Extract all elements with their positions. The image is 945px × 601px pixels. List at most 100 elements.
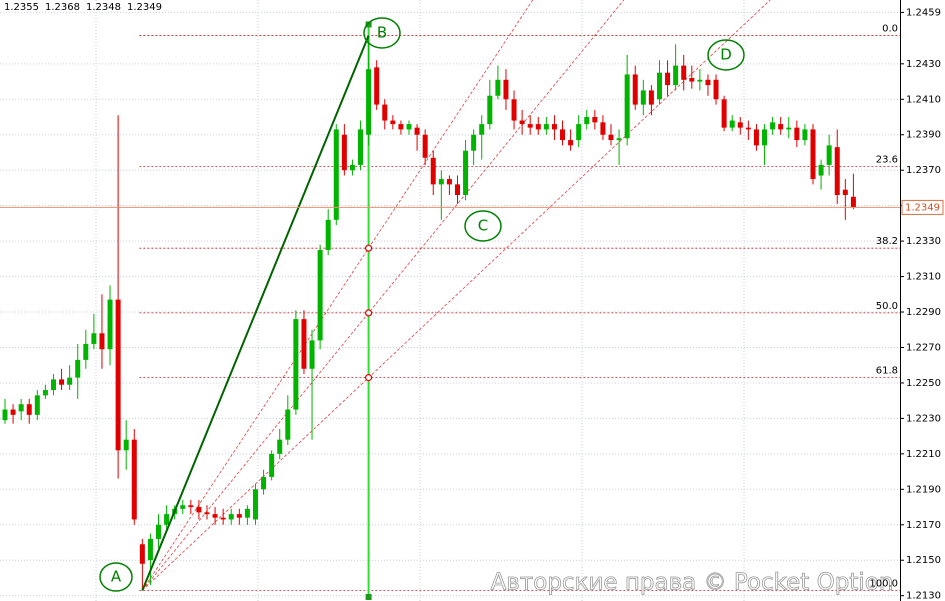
grid [0, 0, 900, 601]
candle-body [737, 122, 743, 128]
candle-body [301, 319, 307, 369]
candle-body [236, 514, 242, 518]
y-tick-label: 1.2130 [906, 591, 941, 601]
candle-body [850, 196, 856, 208]
fib-label: 61.8 [876, 366, 898, 377]
candle-body [406, 124, 412, 130]
b-handle [365, 21, 372, 28]
candle-body [228, 514, 234, 520]
candle-body [519, 120, 525, 125]
candle-body [196, 507, 202, 513]
candle-body [721, 99, 727, 128]
fib-label: 38.2 [876, 236, 898, 247]
candle-body [261, 476, 267, 490]
candle-body [390, 120, 396, 125]
candle-body [18, 404, 24, 412]
candle-body [382, 104, 388, 121]
y-tick-label: 1.2290 [906, 307, 941, 318]
fib-label: 23.6 [876, 155, 898, 166]
candle-body [689, 78, 695, 82]
candle-body [503, 79, 509, 100]
candle-body [471, 134, 477, 151]
fan-marker [365, 309, 373, 317]
candle-body [252, 489, 258, 520]
candle-body [584, 117, 590, 125]
plot [0, 0, 900, 600]
candle-body [551, 124, 557, 130]
candle-body [600, 122, 606, 135]
candle-body [624, 74, 630, 139]
label-circle [464, 210, 502, 242]
candle-body [753, 129, 759, 146]
fan-line [142, 0, 534, 591]
point-label: C [478, 217, 488, 235]
candle-body [535, 124, 541, 130]
point-label: A [111, 568, 122, 586]
candle-body [834, 147, 840, 196]
candle-body [446, 179, 452, 185]
candle-body [681, 65, 687, 80]
candle-body [115, 299, 121, 451]
candle-body [204, 512, 210, 515]
fib-label: 0.0 [882, 23, 898, 34]
candle-body [42, 390, 48, 396]
candle-body [770, 122, 776, 130]
point-labels: A B C D [99, 17, 745, 592]
y-tick-label: 1.2190 [906, 484, 941, 495]
candle-body [656, 72, 662, 100]
candle-body [543, 124, 549, 130]
candle-body [430, 157, 436, 185]
candle-body [67, 377, 73, 385]
fan-marker [365, 374, 373, 382]
y-tick-label: 1.2270 [906, 342, 941, 353]
candle-body [632, 74, 638, 105]
candle-body [131, 439, 137, 520]
candle-body [673, 65, 679, 86]
candle-body [818, 164, 824, 176]
y-tick-label: 1.2410 [906, 94, 941, 105]
current-price-box [901, 199, 944, 215]
candle-body [123, 439, 129, 451]
candle-body [59, 379, 65, 385]
label-circle [99, 562, 133, 592]
candle-body [802, 129, 808, 141]
candle-body [325, 219, 331, 250]
fib-label: 50.0 [876, 301, 898, 312]
y-tick-label: 1.2430 [906, 59, 941, 70]
point-label: D [720, 46, 732, 64]
y-tick-label: 1.2150 [906, 555, 941, 566]
candle-body [463, 150, 469, 196]
y-tick-label: 1.2230 [906, 413, 941, 424]
candle-body [794, 127, 800, 141]
candle-body [349, 164, 355, 171]
candle-body [50, 379, 56, 391]
fib-label: 100.0 [869, 578, 898, 589]
candle-body [810, 129, 816, 180]
trend-line [141, 35, 370, 591]
y-tick-label: 1.2310 [906, 272, 941, 283]
ohlc-high: 1.2368 [45, 2, 80, 13]
candle-body [180, 505, 186, 509]
candle-body [374, 67, 380, 105]
ohlc-low: 1.2348 [86, 2, 121, 13]
candle-body [83, 343, 89, 360]
candle-body [762, 129, 768, 146]
candle-body [713, 79, 719, 100]
candle-body [487, 95, 493, 125]
candle-body [438, 179, 444, 185]
candle-body [309, 340, 315, 369]
candle-body [422, 134, 428, 158]
y-tick-label: 1.2390 [906, 130, 941, 141]
candle-body [479, 124, 485, 135]
candle-body [107, 299, 113, 350]
b-handle [365, 594, 372, 600]
candle-body [358, 129, 364, 165]
candle-body [75, 359, 81, 378]
candle-body [220, 517, 226, 520]
ohlc-open: 1.2355 [4, 2, 39, 13]
candle-body [269, 453, 275, 477]
candle-body [156, 524, 162, 539]
candle-body [592, 117, 598, 123]
candle-body [697, 79, 703, 82]
